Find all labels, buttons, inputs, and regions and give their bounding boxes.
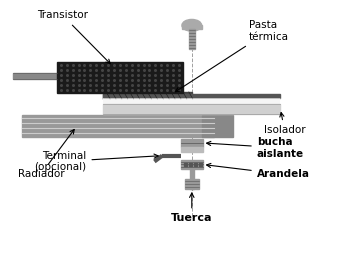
Bar: [189, 163, 192, 166]
Bar: [22, 116, 214, 137]
Bar: [103, 92, 192, 99]
Text: Pasta
térmica: Pasta térmica: [176, 20, 289, 92]
Text: Isolador: Isolador: [264, 112, 305, 135]
Bar: [194, 163, 197, 166]
Text: Arandela: Arandela: [206, 163, 310, 179]
Bar: [181, 160, 203, 169]
Bar: [57, 61, 183, 93]
Bar: [199, 163, 201, 166]
Text: Radiador: Radiador: [17, 129, 74, 179]
Text: Tuerca: Tuerca: [171, 193, 213, 224]
Text: Terminal
(opcional): Terminal (opcional): [34, 151, 158, 172]
Bar: [103, 94, 281, 98]
Bar: [184, 163, 187, 166]
Bar: [181, 147, 203, 152]
Ellipse shape: [182, 19, 201, 31]
Bar: [182, 25, 201, 29]
Bar: [201, 116, 233, 137]
Text: bucha
aislante: bucha aislante: [206, 137, 304, 159]
Bar: [190, 169, 194, 189]
Bar: [189, 29, 195, 49]
Bar: [103, 104, 281, 114]
Bar: [185, 179, 199, 189]
Bar: [103, 98, 281, 104]
Text: Transistor: Transistor: [37, 11, 110, 64]
Bar: [12, 73, 57, 79]
Bar: [181, 139, 203, 147]
